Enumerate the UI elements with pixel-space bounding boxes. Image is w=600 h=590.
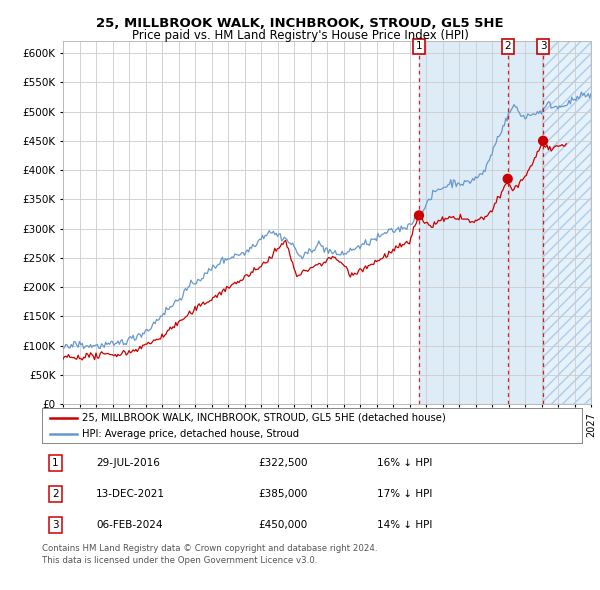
Point [538, 136, 548, 146]
Bar [543, 41, 591, 404]
Bar [419, 41, 543, 404]
Text: 17% ↓ HPI: 17% ↓ HPI [377, 489, 432, 499]
Text: 1: 1 [52, 458, 59, 468]
Text: 06-FEB-2024: 06-FEB-2024 [96, 520, 163, 530]
Text: 2: 2 [52, 489, 59, 499]
Text: 25, MILLBROOK WALK, INCHBROOK, STROUD, GL5 5HE (detached house): 25, MILLBROOK WALK, INCHBROOK, STROUD, G… [83, 413, 446, 423]
Text: 3: 3 [52, 520, 59, 530]
Text: Price paid vs. HM Land Registry's House Price Index (HPI): Price paid vs. HM Land Registry's House … [131, 30, 469, 42]
Point [503, 174, 512, 183]
Text: Contains HM Land Registry data © Crown copyright and database right 2024.
This d: Contains HM Land Registry data © Crown c… [42, 544, 377, 565]
Text: £322,500: £322,500 [258, 458, 308, 468]
Text: 13-DEC-2021: 13-DEC-2021 [96, 489, 165, 499]
Text: 2: 2 [505, 41, 511, 51]
Bar [543, 41, 591, 404]
Text: 14% ↓ HPI: 14% ↓ HPI [377, 520, 432, 530]
Text: 25, MILLBROOK WALK, INCHBROOK, STROUD, GL5 5HE: 25, MILLBROOK WALK, INCHBROOK, STROUD, G… [96, 17, 504, 30]
Text: £450,000: £450,000 [258, 520, 307, 530]
Text: HPI: Average price, detached house, Stroud: HPI: Average price, detached house, Stro… [83, 429, 299, 439]
Text: 3: 3 [540, 41, 547, 51]
Text: £385,000: £385,000 [258, 489, 307, 499]
Text: 1: 1 [416, 41, 422, 51]
Text: 29-JUL-2016: 29-JUL-2016 [96, 458, 160, 468]
Text: 16% ↓ HPI: 16% ↓ HPI [377, 458, 432, 468]
Point [414, 211, 424, 220]
